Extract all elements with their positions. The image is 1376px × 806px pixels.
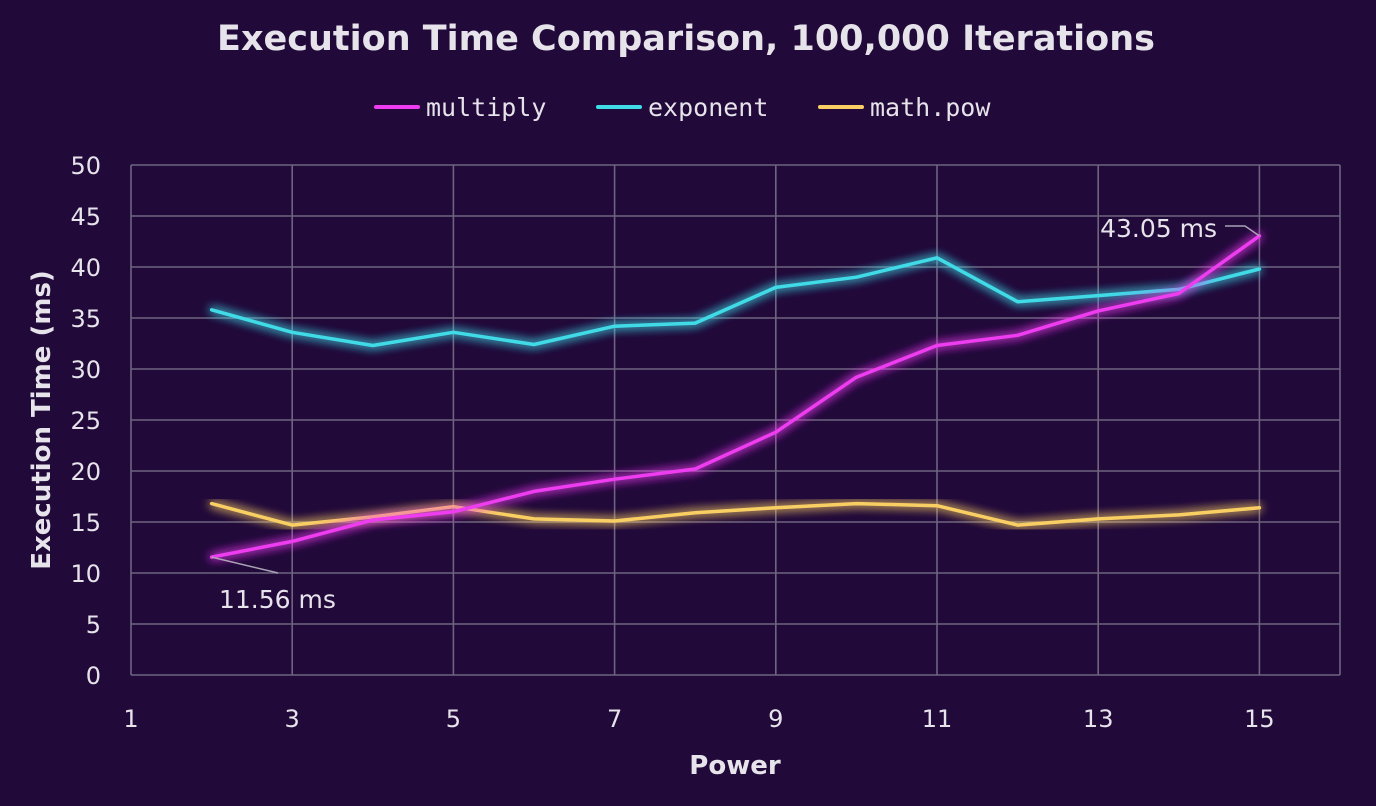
annotation-max-label: 43.05 ms	[1100, 214, 1217, 243]
annotations: 11.56 ms 43.05 ms	[211, 214, 1260, 614]
y-tick-label: 20	[70, 458, 101, 486]
y-axis-ticks: 0 5 10 15 20 25 30 35 40 45 50	[70, 152, 101, 690]
series-line-multiply	[209, 234, 1262, 559]
y-tick-label: 25	[70, 407, 101, 435]
legend-label: multiply	[426, 93, 546, 122]
annotation-min-label: 11.56 ms	[219, 585, 336, 614]
chart-title: Execution Time Comparison, 100,000 Itera…	[217, 19, 1155, 59]
x-axis-title: Power	[689, 751, 781, 781]
legend-label: math.pow	[870, 93, 991, 122]
y-tick-label: 15	[70, 509, 101, 537]
y-tick-label: 35	[70, 305, 101, 333]
x-tick-label: 3	[285, 705, 300, 733]
y-tick-label: 10	[70, 560, 101, 588]
y-tick-label: 45	[70, 203, 101, 231]
x-axis-ticks: 1 3 5 7 9 11 13 15	[123, 705, 1274, 733]
x-tick-label: 15	[1244, 705, 1275, 733]
annotation-leader	[211, 556, 279, 574]
x-tick-label: 11	[922, 705, 953, 733]
x-tick-label: 13	[1083, 705, 1114, 733]
y-tick-label: 40	[70, 254, 101, 282]
y-tick-label: 50	[70, 152, 101, 180]
series-lines	[209, 234, 1262, 559]
y-tick-label: 30	[70, 356, 101, 384]
x-tick-label: 1	[123, 705, 138, 733]
y-tick-label: 5	[86, 611, 101, 639]
x-tick-label: 9	[768, 705, 783, 733]
annotation-leader	[1225, 225, 1260, 237]
x-tick-label: 7	[607, 705, 622, 733]
legend-label: exponent	[648, 93, 768, 122]
legend: multiply exponent math.pow	[374, 93, 991, 122]
y-tick-label: 0	[86, 662, 101, 690]
series-line-exponent	[209, 256, 1262, 348]
x-tick-label: 5	[446, 705, 461, 733]
series-line-math-pow	[209, 501, 1262, 527]
y-axis-title: Execution Time (ms)	[27, 270, 57, 570]
gridlines	[130, 164, 1341, 676]
